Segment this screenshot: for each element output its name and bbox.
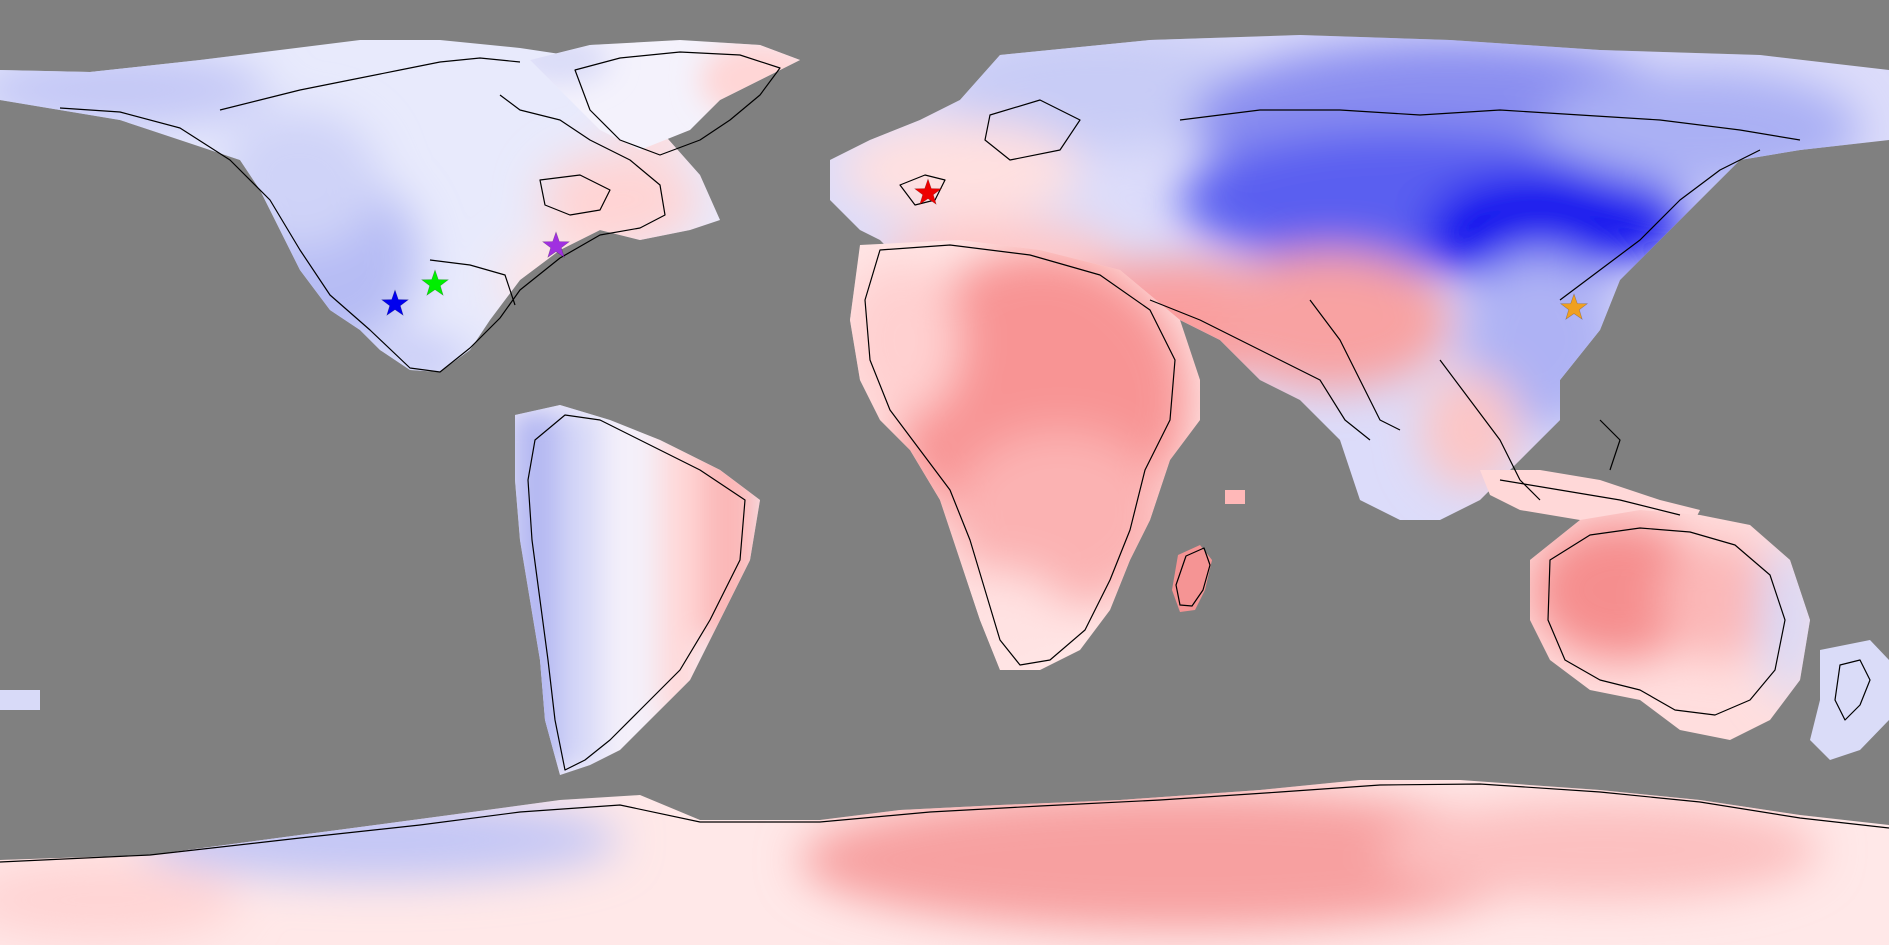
island-blob xyxy=(0,690,40,710)
africa-landmass xyxy=(850,240,1200,670)
australia-landmass xyxy=(1530,510,1810,740)
coastlines xyxy=(0,51,1889,863)
marker-east-china-star-icon xyxy=(1559,293,1589,321)
marker-west-usa-star-icon xyxy=(380,289,410,317)
marker-uk-star-icon xyxy=(913,178,943,206)
island-blob xyxy=(1225,490,1245,504)
marker-layer xyxy=(380,178,1589,321)
marker-central-usa-star-icon xyxy=(420,269,450,297)
marker-east-usa-star-icon xyxy=(541,231,571,259)
